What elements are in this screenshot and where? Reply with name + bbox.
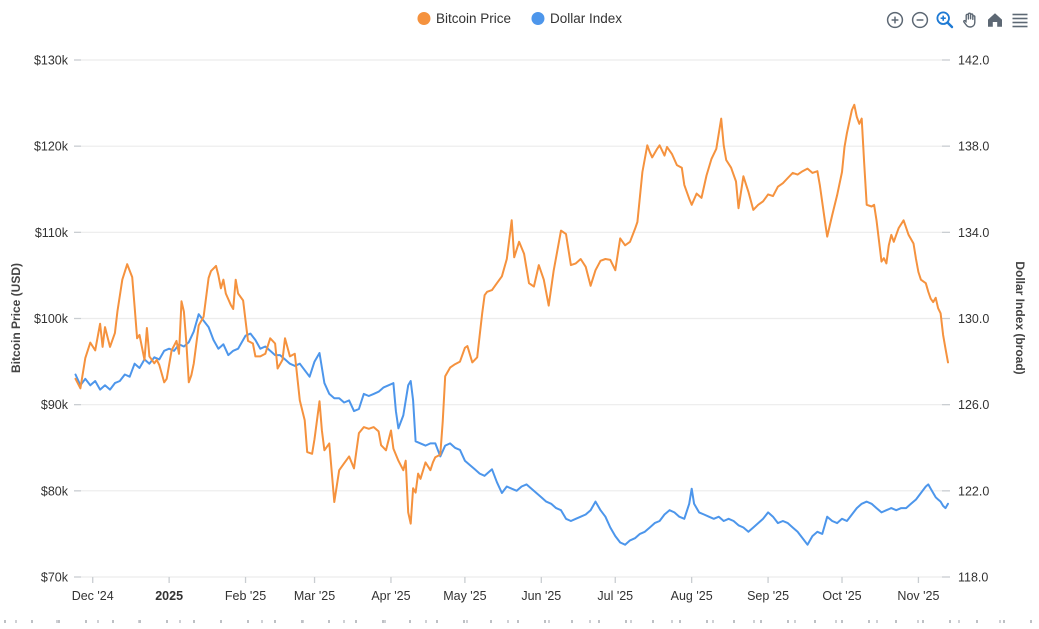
legend-label: Dollar Index (549, 11, 623, 26)
x-tick-label: Dec '24 (72, 589, 114, 603)
cropped-caption-remnant (4, 620, 1035, 623)
bitcoin-price-line[interactable] (74, 103, 949, 525)
home-icon (988, 13, 1002, 27)
y-left-tick-label: $70k (41, 571, 69, 585)
bitcoin-series-swatch (416, 12, 430, 25)
zoom-in-button[interactable] (884, 9, 906, 31)
legend-label: Bitcoin Price (435, 11, 511, 26)
zoom-out-icon (911, 11, 929, 29)
chart-toolbar (884, 9, 1031, 31)
legend-item-dollar-index[interactable]: Dollar Index (530, 11, 623, 26)
y-right-tick-label: 118.0 (958, 571, 988, 585)
reset-view-button[interactable] (984, 9, 1006, 31)
y-left-axis-title: Bitcoin Price (USD) (9, 263, 23, 373)
y-right-tick-label: 134.0 (958, 226, 989, 240)
axis-tick-labels: $130k 142.0 $120k 138.0 $110k 134.0 $100k 130.0… (34, 54, 989, 604)
y-right-tick-label: 122.0 (958, 484, 989, 498)
chart-legend: Bitcoin Price Dollar Index (416, 11, 623, 26)
x-tick-label: Oct '25 (822, 589, 861, 603)
pan-button[interactable] (959, 9, 981, 31)
x-tick-label: Mar '25 (294, 589, 335, 603)
x-tick-label: 2025 (155, 589, 183, 603)
y-left-tick-label: $90k (41, 398, 69, 412)
y-right-tick-label: 142.0 (958, 54, 989, 68)
x-tick-label: May '25 (443, 589, 486, 603)
zoom-in-icon (886, 11, 904, 29)
y-left-tick-label: $80k (41, 484, 69, 498)
dollar-index-line[interactable] (74, 313, 949, 546)
pan-hand-icon (963, 12, 976, 28)
x-tick-label: Jun '25 (521, 589, 561, 603)
x-tick-label: Jul '25 (597, 589, 633, 603)
x-tick-label: Apr '25 (371, 589, 410, 603)
y-right-tick-label: 126.0 (958, 398, 989, 412)
box-zoom-button[interactable] (934, 9, 956, 31)
x-tick-label: Nov '25 (897, 589, 939, 603)
legend-item-bitcoin-price[interactable]: Bitcoin Price (416, 11, 511, 26)
dollar-series-swatch (530, 12, 544, 25)
y-right-axis-title: Dollar Index (broad) (1013, 261, 1027, 374)
y-left-tick-label: $100k (34, 312, 69, 326)
y-right-tick-label: 130.0 (958, 312, 989, 326)
gridlines (74, 59, 950, 583)
y-left-tick-label: $120k (34, 140, 69, 154)
menu-icon (1012, 13, 1028, 28)
x-tick-label: Sep '25 (747, 589, 789, 603)
x-tick-label: Feb '25 (225, 589, 266, 603)
zoom-out-button[interactable] (909, 9, 931, 31)
y-left-tick-label: $110k (35, 226, 69, 240)
box-zoom-icon (936, 11, 954, 29)
menu-button[interactable] (1009, 9, 1031, 31)
x-tick-label: Aug '25 (671, 589, 713, 603)
y-right-tick-label: 138.0 (958, 140, 989, 154)
y-left-tick-label: $130k (34, 54, 69, 68)
